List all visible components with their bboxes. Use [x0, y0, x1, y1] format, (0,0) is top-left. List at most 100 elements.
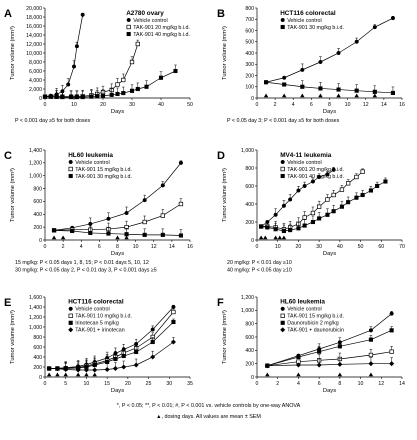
data-point	[83, 367, 90, 373]
data-point	[129, 88, 135, 93]
data-point	[331, 209, 336, 214]
y-tick-label: 600	[33, 345, 42, 351]
y-tick-label: 6,000	[29, 69, 42, 75]
panel-letter: E	[4, 297, 11, 309]
data-point	[331, 192, 336, 198]
data-point	[317, 174, 322, 180]
data-point	[273, 212, 278, 217]
y-tick-label: 600	[245, 184, 254, 190]
y-tick-label: 8,000	[29, 60, 42, 66]
legend-marker	[68, 327, 74, 333]
x-tick-label: 12	[151, 244, 157, 250]
data-point	[112, 365, 119, 372]
legend-marker	[280, 159, 285, 165]
y-tick-label: 700	[245, 17, 254, 23]
y-tick-label: 18,000	[26, 15, 42, 21]
data-point	[52, 228, 57, 233]
data-point	[325, 212, 330, 217]
data-point	[142, 198, 147, 203]
data-point	[282, 82, 287, 87]
x-axis-label: Days	[111, 388, 124, 394]
panel-letter: B	[217, 8, 225, 20]
data-point	[70, 228, 75, 234]
panel-letter: C	[4, 150, 12, 162]
chart-panel-e: E 0 200 400 600 800 1,000 1,200 1,400 1,600 0 5 10 15…	[4, 295, 193, 394]
legend-marker	[126, 31, 131, 37]
x-tick-label: 0	[256, 102, 259, 108]
data-point	[142, 232, 147, 237]
data-point	[178, 201, 184, 207]
data-point	[346, 200, 351, 205]
dosing-day-marker	[92, 372, 97, 377]
x-tick-label: 16	[399, 102, 405, 108]
stat-note: 20 mg/kg: P < 0.01 day ≥10	[227, 260, 292, 266]
series-line	[44, 14, 84, 97]
legend-entry: TAK-901 15 mg/kg b.i.d.	[287, 314, 344, 320]
x-tick-label: 70	[399, 244, 405, 250]
x-tick-label: 10	[84, 381, 90, 387]
data-point	[389, 328, 394, 333]
x-tick-label: 14	[381, 102, 387, 108]
data-point	[106, 231, 111, 236]
x-tick-label: 10	[275, 244, 281, 250]
y-tick-label: 1,200	[29, 161, 42, 167]
y-tick-label: 0	[39, 96, 42, 102]
y-axis-label: Tumor volume (mm³)	[10, 310, 16, 364]
y-tick-label: 400	[245, 348, 254, 354]
x-tick-label: 6	[310, 102, 313, 108]
series-line	[45, 43, 139, 98]
data-point	[390, 90, 395, 95]
x-tick-label: 14	[399, 381, 405, 387]
data-point	[389, 349, 394, 354]
y-tick-label: 0	[251, 96, 254, 102]
x-tick-label: 4	[292, 102, 295, 108]
dosing-day-marker	[84, 372, 89, 377]
x-tick-label: 8	[328, 102, 331, 108]
panel-letter: D	[217, 150, 225, 162]
x-tick-label: 10	[358, 381, 364, 387]
data-point	[316, 204, 322, 209]
figure-canvas: A 0 2,000 4,000 6,000 8,000 10,000 12,000 14,000…	[4, 6, 405, 394]
legend-entry: TAK-901 30 mg/kg b.i.d.	[287, 25, 344, 31]
y-tick-label: 1,600	[29, 295, 42, 301]
dosing-day-marker	[55, 372, 60, 377]
data-point	[372, 89, 377, 94]
x-tick-label: 20	[296, 244, 302, 250]
series-line	[267, 351, 392, 367]
y-tick-label: 12,000	[26, 42, 42, 48]
y-tick-label: 200	[245, 361, 254, 367]
y-tick-label: 1,000	[29, 325, 42, 331]
data-point	[389, 361, 395, 367]
legend-marker	[280, 313, 285, 318]
data-point	[336, 50, 341, 56]
dosing-day-marker	[354, 93, 359, 98]
data-point	[106, 216, 111, 221]
x-tick-label: 12	[378, 381, 384, 387]
dosing-day-marker	[265, 372, 270, 377]
legend-entry: Vehicle control	[287, 18, 321, 24]
legend-marker	[280, 17, 285, 23]
x-axis-label: Days	[323, 251, 336, 257]
legend-marker	[126, 24, 131, 30]
x-tick-label: 2	[274, 102, 277, 108]
data-point	[296, 354, 301, 360]
data-point	[135, 86, 140, 92]
data-point	[281, 228, 286, 234]
data-point	[124, 232, 129, 237]
data-point	[135, 41, 140, 47]
legend-marker	[280, 306, 285, 311]
x-tick-label: 4	[297, 381, 300, 387]
data-point	[88, 230, 93, 235]
chart-title: HL60 leukemia	[68, 152, 113, 159]
data-point	[121, 364, 127, 370]
data-point	[331, 167, 336, 172]
y-tick-label: 200	[245, 73, 254, 79]
dosing-day-marker	[277, 235, 282, 240]
data-point	[310, 219, 315, 225]
data-point	[281, 203, 286, 208]
legend-marker	[126, 17, 131, 23]
data-point	[368, 352, 374, 358]
data-point	[171, 309, 176, 315]
series-line	[267, 363, 392, 367]
y-axis-label: Tumor volume (mm³)	[10, 168, 16, 222]
